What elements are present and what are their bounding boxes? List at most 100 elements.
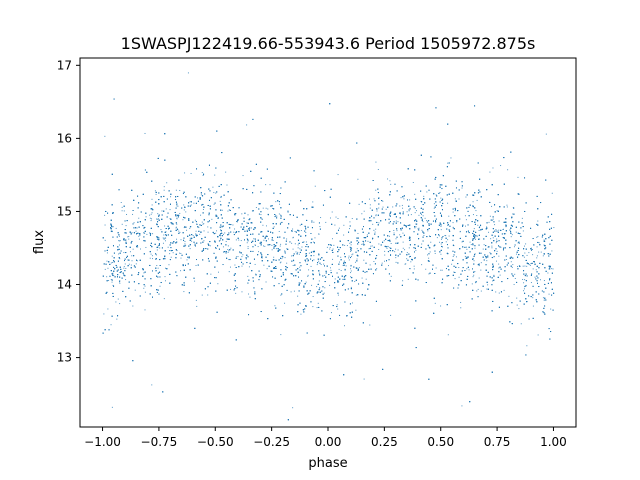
data-point: [375, 161, 377, 163]
data-point: [498, 229, 500, 231]
data-point: [286, 262, 288, 264]
data-point: [422, 224, 424, 226]
data-point: [414, 227, 416, 229]
data-point: [279, 262, 281, 264]
data-point: [318, 280, 320, 282]
data-point: [138, 235, 140, 237]
data-point: [151, 212, 153, 214]
data-point: [269, 184, 271, 186]
data-point: [545, 133, 547, 135]
data-point: [167, 246, 169, 248]
data-point: [134, 289, 136, 291]
data-point: [187, 72, 189, 74]
data-point: [125, 279, 127, 281]
data-point: [351, 302, 353, 304]
data-point: [373, 198, 375, 200]
data-point: [440, 229, 442, 231]
data-point: [150, 253, 152, 255]
data-point: [537, 220, 539, 222]
data-point: [303, 241, 305, 243]
data-point: [307, 275, 309, 277]
data-point: [538, 251, 540, 253]
data-point: [543, 239, 545, 241]
data-point: [176, 223, 178, 225]
data-point: [121, 206, 123, 208]
data-point: [143, 287, 145, 289]
data-point: [240, 240, 242, 242]
data-point: [421, 229, 423, 231]
data-point: [479, 226, 481, 228]
data-point: [542, 297, 544, 299]
data-point: [131, 260, 133, 262]
data-point: [115, 227, 117, 229]
data-point: [163, 186, 165, 188]
data-point: [394, 251, 396, 253]
data-point: [325, 221, 327, 223]
data-point: [228, 209, 230, 211]
data-point: [201, 221, 203, 223]
data-point: [281, 258, 283, 260]
data-point: [495, 242, 497, 244]
data-point: [266, 268, 268, 270]
data-point: [324, 287, 326, 289]
data-point: [234, 264, 236, 266]
data-point: [334, 278, 336, 280]
data-point: [372, 238, 374, 240]
data-point: [329, 284, 331, 286]
data-point: [300, 230, 302, 232]
data-point: [163, 189, 165, 191]
data-point: [540, 279, 541, 281]
data-point: [404, 263, 406, 265]
data-point: [358, 203, 360, 205]
data-point: [543, 299, 545, 301]
data-point: [104, 239, 106, 241]
data-point: [128, 238, 130, 240]
data-point: [291, 242, 293, 244]
data-point: [447, 162, 449, 164]
data-point: [460, 307, 462, 309]
data-point: [465, 225, 466, 227]
data-point: [476, 290, 478, 292]
data-point: [215, 232, 217, 234]
data-point: [115, 301, 117, 303]
data-point: [351, 254, 353, 256]
data-point: [415, 226, 417, 228]
data-point: [363, 259, 365, 261]
data-point: [241, 256, 243, 258]
data-point: [280, 294, 282, 296]
data-point: [138, 238, 140, 240]
data-point: [275, 201, 277, 203]
data-point: [553, 227, 555, 229]
data-point: [232, 224, 234, 226]
data-point: [268, 238, 269, 240]
data-point: [515, 231, 517, 233]
data-point: [395, 220, 397, 222]
data-point: [516, 297, 518, 299]
data-point: [106, 276, 108, 278]
data-point: [125, 225, 127, 227]
data-point: [461, 187, 463, 189]
data-point: [260, 214, 262, 216]
data-point: [127, 236, 129, 238]
data-point: [313, 259, 315, 261]
data-point: [492, 219, 493, 221]
data-point: [338, 261, 340, 263]
data-point: [435, 267, 437, 269]
data-point: [430, 241, 432, 243]
data-point: [189, 201, 191, 203]
data-point: [104, 268, 106, 270]
data-point: [361, 277, 363, 279]
data-point: [262, 224, 264, 226]
data-point: [511, 266, 513, 268]
data-point: [402, 207, 404, 209]
data-point: [522, 230, 524, 232]
data-point: [499, 274, 501, 276]
data-point: [422, 230, 424, 232]
data-point: [383, 240, 385, 242]
data-point: [521, 217, 523, 219]
data-point: [329, 247, 331, 249]
data-point: [271, 249, 273, 251]
data-point: [180, 270, 182, 272]
data-point: [157, 267, 159, 269]
data-point: [408, 247, 410, 249]
